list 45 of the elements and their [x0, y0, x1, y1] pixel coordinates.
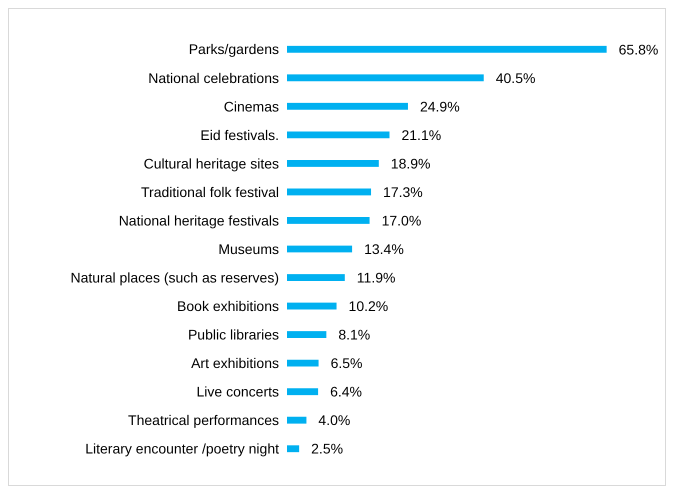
- y-tick-label: National celebrations: [148, 70, 279, 86]
- bar: [287, 46, 607, 53]
- data-label: 17.3%: [383, 184, 423, 200]
- bar: [287, 331, 326, 338]
- y-tick-label: Live concerts: [196, 384, 279, 400]
- data-label: 8.1%: [338, 326, 370, 343]
- bar: [287, 360, 319, 367]
- data-label: 13.4%: [364, 241, 404, 257]
- y-tick-label: Book exhibitions: [177, 298, 279, 314]
- bar: [287, 274, 345, 281]
- y-tick-label: Art exhibitions: [191, 355, 279, 372]
- data-label: 24.9%: [420, 98, 460, 114]
- data-label: 40.5%: [496, 70, 536, 86]
- y-tick-label: Theatrical performances: [128, 412, 279, 428]
- data-label: 17.0%: [382, 212, 422, 228]
- data-label: 2.5%: [311, 440, 344, 457]
- data-label: 4.0%: [318, 412, 350, 428]
- bar: [287, 217, 370, 224]
- y-tick-label: Literary encounter /poetry night: [85, 440, 280, 457]
- bar: [287, 102, 408, 110]
- bar: [287, 131, 390, 138]
- data-label: 18.9%: [390, 155, 431, 172]
- bar: [287, 445, 300, 452]
- y-tick-label: Public libraries: [188, 326, 279, 343]
- y-tick-label: National heritage festivals: [118, 212, 279, 228]
- y-tick-label: Cultural heritage sites: [144, 155, 279, 172]
- data-label: 21.1%: [402, 126, 442, 143]
- y-tick-label: Parks/gardens: [188, 41, 279, 58]
- data-label: 10.2%: [348, 298, 388, 314]
- bar: [287, 246, 352, 252]
- y-tick-label: Natural places (such as reserves): [70, 270, 279, 286]
- bar: [287, 160, 379, 167]
- data-label: 11.9%: [356, 270, 396, 286]
- bar: [287, 188, 372, 196]
- bar: [287, 302, 337, 310]
- bar: [287, 74, 484, 82]
- data-label: 6.5%: [330, 355, 362, 372]
- y-tick-label: Eid festivals.: [200, 126, 279, 143]
- bar: [287, 388, 318, 396]
- bar: [287, 416, 306, 424]
- data-label: 6.4%: [330, 384, 362, 400]
- y-tick-label: Cinemas: [224, 98, 279, 114]
- data-label: 65.8%: [618, 41, 658, 58]
- y-tick-label: Museums: [218, 240, 279, 257]
- y-tick-label: Traditional folk festival: [141, 184, 279, 200]
